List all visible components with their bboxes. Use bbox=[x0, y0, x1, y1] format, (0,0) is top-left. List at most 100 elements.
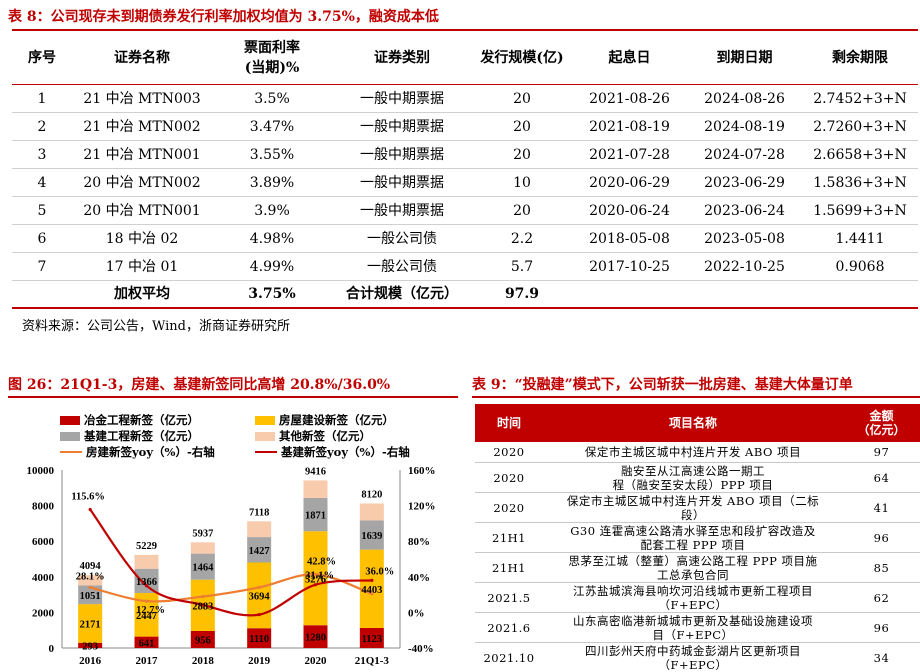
legend-label: 其他新签（亿元） bbox=[279, 429, 371, 443]
row-amount: 62 bbox=[873, 590, 890, 605]
table-row: 4 20 中冶 MTN002 3.89% 一般中期票据 10 2020-06-29 2023… bbox=[12, 169, 918, 197]
y-tick-label: 6000 bbox=[32, 536, 55, 548]
y2-tick-label: -40% bbox=[408, 643, 434, 655]
table-cell: 一般中期票据 bbox=[360, 174, 444, 191]
bar-metal bbox=[303, 625, 328, 648]
table-row: 2021.10 四川彭州天府中药城金彭湖片区更新项目 （F+EPC） 34 bbox=[475, 643, 920, 672]
yoy-point-label: 115.6% bbox=[71, 492, 105, 503]
table-cell: 1 bbox=[37, 90, 47, 107]
table-cell: 3 bbox=[37, 146, 47, 163]
bar-value-label: 1464 bbox=[192, 563, 214, 574]
bar-infra bbox=[190, 553, 215, 580]
table9-title: 表 9：“投融建”模式下，公司斩获一批房建、基建大体量订单 bbox=[472, 377, 853, 393]
table-cell: 18 中冶 02 bbox=[105, 230, 179, 247]
bar-value-label: 2883 bbox=[192, 601, 213, 612]
header-cell: 序号 bbox=[28, 49, 56, 66]
bar-value-label: 1051 bbox=[80, 591, 101, 602]
table-cell: 2023-05-08 bbox=[704, 230, 785, 247]
header-time: 时间 bbox=[496, 416, 521, 430]
infra-yoy-point bbox=[201, 603, 205, 607]
y2-tick-label: 0% bbox=[408, 607, 425, 619]
table-row: 5 20 中冶 MTN001 3.9% 一般中期票据 20 2020-06-24 2023-… bbox=[12, 197, 918, 225]
infra-yoy-point bbox=[257, 613, 261, 617]
table-cell: 2017-10-25 bbox=[589, 258, 670, 275]
legend-line bbox=[60, 450, 82, 454]
bar-value-label: 1280 bbox=[305, 633, 326, 644]
table-cell: 2020-06-29 bbox=[589, 174, 670, 191]
legend-line bbox=[255, 450, 277, 454]
table-cell: 2.2 bbox=[510, 230, 534, 247]
row-time: 2021.5 bbox=[487, 590, 531, 605]
table-row: 21H1 思茅至江城（整董）高速公路工程 PPP 项目施 工总承包合同 85 bbox=[475, 553, 920, 583]
summary-spacer bbox=[12, 281, 72, 307]
table-cell: 2023-06-29 bbox=[704, 174, 785, 191]
row-amount: 34 bbox=[873, 650, 890, 665]
table-cell: 21 中冶 MTN003 bbox=[83, 90, 201, 107]
bar-metal bbox=[134, 636, 159, 648]
table-cell: 21 中冶 MTN002 bbox=[83, 118, 201, 135]
header-cell-rate: 票面利率 (当期)% bbox=[212, 31, 332, 84]
legend-label: 冶金工程新签（亿元） bbox=[84, 413, 199, 427]
row-amount: 41 bbox=[873, 500, 890, 515]
header-amount-line2: （亿元） bbox=[857, 423, 906, 437]
table-cell: 一般公司债 bbox=[367, 258, 437, 275]
bar-other bbox=[78, 575, 103, 586]
table-row: 6 18 中冶 02 4.98% 一般公司债 2.2 2018-05-08 2023-05-… bbox=[12, 225, 918, 253]
bar-housing bbox=[303, 531, 328, 626]
orders-table-body: 2020 保定市主城区城中村连片开发 ABO 项目 97 2020 融安至从江高速公路一… bbox=[475, 442, 920, 672]
row-time: 2020 bbox=[493, 470, 525, 485]
table-cell: 2.6658+3+N bbox=[813, 146, 907, 163]
header-cell: 发行规模(亿) bbox=[480, 49, 564, 66]
housing-yoy-point bbox=[201, 594, 205, 599]
table-cell: 20 中冶 MTN001 bbox=[83, 202, 201, 219]
table-cell: 4.99% bbox=[249, 258, 295, 275]
project-name-line: G30 连霍高速公路清水驿至忠和段扩容改造及 bbox=[570, 523, 816, 538]
header-cell: 起息日 bbox=[608, 49, 651, 66]
table-cell: 1.4411 bbox=[835, 230, 885, 247]
infra-yoy-point bbox=[370, 578, 374, 582]
table-cell: 2021-08-19 bbox=[589, 118, 670, 135]
row-project-name: 融安至从江高速公路一期工 程（融安至安太段）PPP 项目 bbox=[543, 463, 843, 492]
header-amount: 金额 （亿元） bbox=[843, 404, 920, 442]
table-cell: 2024-08-26 bbox=[704, 90, 785, 107]
housing-yoy-point bbox=[88, 585, 92, 589]
project-name-line: 目（F+EPC） bbox=[652, 627, 734, 642]
table-cell: 10 bbox=[513, 174, 531, 191]
table-cell: 2021-07-28 bbox=[589, 146, 670, 163]
table-cell: 20 bbox=[513, 202, 531, 219]
table-cell: 2 bbox=[37, 118, 47, 135]
housing-yoy-point bbox=[144, 599, 149, 603]
y2-tick-label: 80% bbox=[408, 536, 430, 548]
bar-total-label: 8120 bbox=[361, 489, 382, 500]
bar-other bbox=[134, 554, 159, 569]
table-cell: 一般中期票据 bbox=[360, 146, 444, 163]
bar-other bbox=[190, 542, 215, 554]
legend-label: 房建新签yoy（%）-右轴 bbox=[86, 445, 215, 459]
bond-table-header: 序号 证券名称 票面利率 (当期)% 证券类别 发行规模(亿) 起息日 到期日期… bbox=[12, 29, 918, 85]
y2-tick-label: 40% bbox=[408, 572, 430, 584]
table-cell: 3.9% bbox=[254, 202, 290, 219]
bar-value-label: 3694 bbox=[249, 591, 271, 602]
table8-source: 资料来源：公司公告，Wind，浙商证券研究所 bbox=[22, 319, 290, 334]
bar-total-label: 4094 bbox=[80, 561, 102, 572]
table-cell: 20 中冶 MTN002 bbox=[83, 174, 201, 191]
project-name-line: 保定市主城区城中村连片开发 ABO 项目 bbox=[584, 445, 802, 459]
header-cell: 到期日期 bbox=[716, 49, 773, 66]
bar-value-label: 293 bbox=[82, 641, 98, 652]
orders-table: 时间 项目名称 金额 （亿元） 2020 保定市主城区城中村连片开发 ABO 项目… bbox=[475, 404, 920, 672]
legend-swatch bbox=[255, 415, 275, 425]
table-cell: 3.55% bbox=[249, 146, 295, 163]
table-cell: 2023-06-24 bbox=[704, 202, 785, 219]
table-cell: 2021-08-26 bbox=[589, 90, 670, 107]
legend-housing-yoy: 房建新签yoy（%）-右轴 bbox=[60, 444, 215, 460]
table9-divider bbox=[472, 396, 920, 398]
bond-table-summary: 加权平均 3.75% 合计规模（亿元） 97.9 bbox=[12, 281, 918, 309]
bar-value-label: 2447 bbox=[136, 611, 157, 622]
legend-label: 基建工程新签（亿元） bbox=[84, 429, 199, 443]
bar-value-label: 1639 bbox=[361, 531, 382, 542]
bar-housing bbox=[247, 562, 272, 629]
legend-metal: 冶金工程新签（亿元） bbox=[60, 412, 199, 428]
yoy-point-label: 28.1% bbox=[76, 571, 105, 582]
housing-yoy-line bbox=[89, 573, 373, 603]
row-project-name: 四川彭州天府中药城金彭湖片区更新项目 （F+EPC） bbox=[543, 643, 843, 672]
